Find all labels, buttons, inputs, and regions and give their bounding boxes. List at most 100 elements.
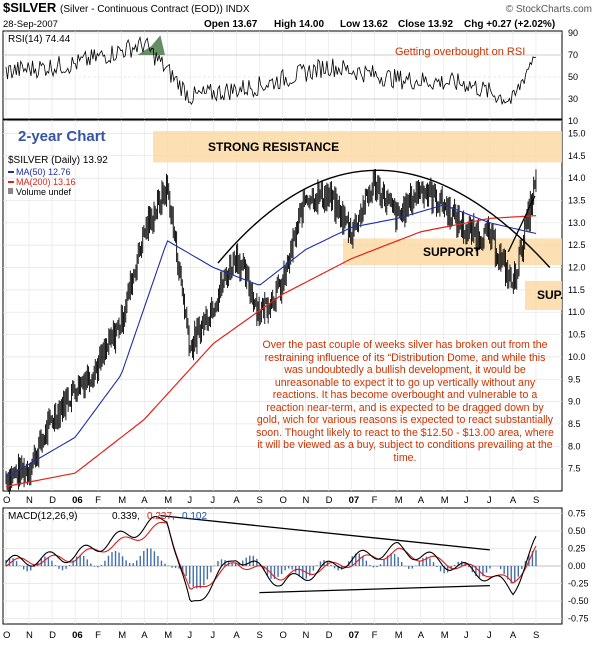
- month-label: O: [3, 495, 10, 506]
- macd-signal-value: 0.237,: [147, 511, 175, 522]
- price-tick-label: 14.5: [568, 151, 586, 161]
- ma50-legend: MA(50) 12.76: [16, 167, 71, 177]
- macd-tick-label: 0.00: [568, 561, 586, 571]
- macd-hist-value: 0.102: [182, 511, 207, 522]
- month-label: S: [533, 630, 539, 641]
- month-label: J: [210, 630, 215, 641]
- volume-legend: Volume undef: [16, 187, 72, 197]
- month-label: A: [418, 630, 425, 641]
- month-label: D: [49, 495, 56, 506]
- month-label: N: [26, 630, 33, 641]
- month-label: J: [487, 495, 492, 506]
- macd-tick-label: 0.75: [568, 509, 586, 519]
- macd-upper-trendline: [160, 514, 490, 551]
- month-label: M: [164, 495, 172, 506]
- month-label: D: [49, 630, 56, 641]
- macd-line: [5, 515, 537, 603]
- price-zones: STRONG RESISTANCE SUPPORT SUP.: [153, 131, 563, 310]
- month-label: D: [326, 495, 333, 506]
- chart-symbol: $SILVER: [3, 0, 57, 15]
- rsi-tick-label: 70: [568, 50, 578, 60]
- volume-legend-swatch: [8, 188, 13, 194]
- month-label: S: [256, 495, 262, 506]
- price-tick-label: 13.0: [568, 218, 586, 228]
- resistance-zone: [153, 131, 562, 163]
- month-label: M: [118, 630, 126, 641]
- month-label: J: [187, 630, 192, 641]
- month-label: A: [233, 495, 240, 506]
- month-label: M: [395, 630, 403, 641]
- chart-badge: 2-year Chart: [18, 128, 106, 145]
- source-credit: © StockCharts.com: [506, 4, 592, 15]
- month-label: F: [95, 630, 101, 641]
- month-label: M: [164, 630, 172, 641]
- month-label: S: [533, 495, 539, 506]
- sup-zone: [525, 280, 562, 310]
- month-label: N: [303, 630, 310, 641]
- price-tick-label: 10.5: [568, 330, 586, 340]
- ma200-line: [5, 215, 537, 488]
- macd-label: MACD(12,26,9): [8, 511, 77, 522]
- commentary-text: Over the past couple of weeks silver has…: [256, 339, 554, 464]
- month-label: F: [95, 495, 101, 506]
- month-label: J: [464, 630, 469, 641]
- price-tick-label: 8.5: [568, 419, 581, 429]
- month-label: D: [326, 630, 333, 641]
- price-tick-label: 13.5: [568, 195, 586, 205]
- chart-date: 28-Sep-2007: [3, 19, 58, 30]
- price-tick-label: 11.5: [568, 285, 585, 295]
- rsi-tick-label: 50: [568, 72, 578, 82]
- price-series: [5, 35, 551, 603]
- breakout-trendline: [507, 195, 536, 253]
- dome-arc: [217, 169, 551, 268]
- macd-tick-label: -0.50: [568, 596, 589, 606]
- price-tick-label: 12.5: [568, 240, 586, 250]
- rsi-tick-label: 10: [568, 116, 578, 126]
- macd-value: 0.339,: [112, 511, 140, 522]
- month-label: S: [256, 630, 262, 641]
- month-label: 07: [349, 630, 360, 641]
- price-tick-label: 9.0: [568, 397, 581, 407]
- rsi-annotation: Getting overbought on RSI: [395, 46, 525, 58]
- ma50-line: [5, 204, 537, 479]
- macd-tick-label: 0.25: [568, 544, 586, 554]
- open-value: Open 13.67: [204, 19, 258, 30]
- macd-tick-label: -0.75: [568, 614, 589, 624]
- macd-tick-label: -0.25: [568, 579, 589, 589]
- sup-zone-label: SUP.: [537, 288, 563, 302]
- month-label: A: [418, 495, 425, 506]
- resistance-zone-label: STRONG RESISTANCE: [208, 140, 339, 154]
- low-value: Low 13.62: [340, 19, 388, 30]
- month-label: A: [510, 630, 517, 641]
- change-value: Chg +0.27 (+2.02%): [464, 19, 555, 30]
- month-label: M: [441, 630, 449, 641]
- month-label: J: [487, 630, 492, 641]
- price-tick-label: 15.0: [568, 128, 586, 138]
- ma200-legend: MA(200) 13.16: [16, 177, 76, 187]
- month-label: F: [372, 495, 378, 506]
- chart-description: (Silver - Continuous Contract (EOD)) IND…: [60, 4, 250, 15]
- month-label: O: [3, 630, 10, 641]
- month-label: 06: [72, 630, 83, 641]
- month-label: M: [441, 495, 449, 506]
- month-label: A: [141, 630, 148, 641]
- month-label: M: [118, 495, 126, 506]
- price-tick-label: 11.0: [568, 307, 585, 317]
- month-label: J: [187, 495, 192, 506]
- month-label: 06: [72, 495, 83, 506]
- month-label: N: [26, 495, 33, 506]
- price-tick-label: 8.0: [568, 441, 581, 451]
- macd-lower-trendline: [259, 584, 490, 594]
- month-label: A: [233, 630, 240, 641]
- rsi-tick-label: 90: [568, 28, 578, 38]
- close-value: Close 13.92: [398, 19, 453, 30]
- month-label: A: [141, 495, 148, 506]
- rsi-tick-label: 30: [568, 94, 578, 104]
- month-label: 07: [349, 495, 360, 506]
- high-value: High 14.00: [274, 19, 324, 30]
- axis-labels: 90 70 50 30 10 15.0 14.5 14.0 13.5 13.0 12.5 12.0 11…: [3, 28, 589, 641]
- month-label: O: [280, 495, 287, 506]
- rsi-line: [5, 35, 537, 106]
- price-tick-label: 9.5: [568, 374, 581, 384]
